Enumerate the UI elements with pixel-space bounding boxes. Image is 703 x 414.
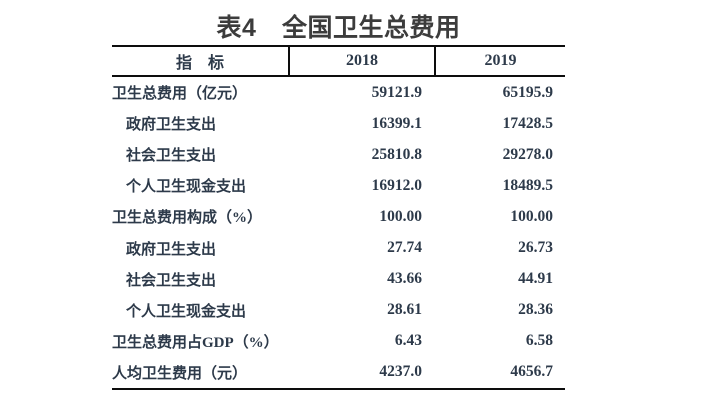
- row-indicator-label: 卫生总费用（亿元）: [112, 86, 248, 103]
- column-header-indicator: 指 标: [112, 47, 290, 75]
- row-indicator-label: 卫生总费用构成（%）: [112, 210, 263, 227]
- row-value-2018: 4237.0: [379, 363, 422, 381]
- row-indicator-label: 个人卫生现金支出: [126, 303, 247, 320]
- row-value-2018: 16399.1: [371, 114, 422, 132]
- table-row: 个人卫生现金支出 16912.0 18489.5: [112, 170, 565, 201]
- row-value-2018: 27.74: [387, 239, 422, 257]
- table-row: 社会卫生支出 25810.8 29278.0: [112, 139, 565, 170]
- table-row: 个人卫生现金支出 28.61 28.36: [112, 295, 565, 326]
- row-value-2018: 25810.8: [371, 145, 422, 163]
- table-row: 政府卫生支出 16399.1 17428.5: [112, 108, 565, 139]
- table-row: 社会卫生支出 43.66 44.91: [112, 264, 565, 295]
- row-value-2018: 100.00: [379, 207, 422, 225]
- row-indicator-label: 人均卫生费用（元）: [112, 365, 248, 382]
- table-row: 卫生总费用构成（%） 100.00 100.00: [112, 201, 565, 232]
- column-header-2018: 2018: [290, 47, 436, 75]
- row-value-2019: 28.36: [518, 301, 553, 319]
- row-indicator-label: 卫生总费用占GDP（%）: [112, 334, 279, 351]
- row-indicator-label: 政府卫生支出: [126, 117, 217, 134]
- table-row: 卫生总费用（亿元） 59121.9 65195.9: [112, 77, 565, 108]
- row-indicator-label: 政府卫生支出: [126, 241, 217, 258]
- row-value-2019: 17428.5: [502, 114, 553, 132]
- row-value-2018: 16912.0: [371, 176, 422, 194]
- row-value-2018: 59121.9: [371, 83, 422, 101]
- table-title: 表4 全国卫生总费用: [216, 14, 461, 42]
- table-row: 政府卫生支出 27.74 26.73: [112, 232, 565, 263]
- row-value-2019: 6.58: [525, 332, 553, 350]
- table-body: 卫生总费用（亿元） 59121.9 65195.9 政府卫生支出 16399.1…: [112, 77, 565, 390]
- health-expenditure-table: 指 标 2018 2019 卫生总费用（亿元） 59121.9 65195.9 …: [112, 45, 565, 390]
- row-value-2018: 28.61: [387, 301, 422, 319]
- table-header-row: 指 标 2018 2019: [112, 45, 565, 77]
- row-indicator-label: 社会卫生支出: [126, 272, 217, 289]
- table-row: 卫生总费用占GDP（%） 6.43 6.58: [112, 326, 565, 357]
- row-value-2019: 44.91: [518, 270, 553, 288]
- row-value-2019: 26.73: [518, 239, 553, 257]
- row-value-2018: 43.66: [387, 270, 422, 288]
- row-value-2019: 100.00: [510, 207, 553, 225]
- row-value-2019: 18489.5: [502, 176, 553, 194]
- column-header-2019: 2019: [484, 52, 517, 69]
- row-indicator-label: 社会卫生支出: [126, 148, 217, 165]
- row-value-2019: 65195.9: [502, 83, 553, 101]
- row-value-2019: 29278.0: [502, 145, 553, 163]
- row-indicator-label: 个人卫生现金支出: [126, 179, 247, 196]
- table-row: 人均卫生费用（元） 4237.0 4656.7: [112, 357, 565, 388]
- row-value-2018: 6.43: [394, 332, 422, 350]
- row-value-2019: 4656.7: [510, 363, 553, 381]
